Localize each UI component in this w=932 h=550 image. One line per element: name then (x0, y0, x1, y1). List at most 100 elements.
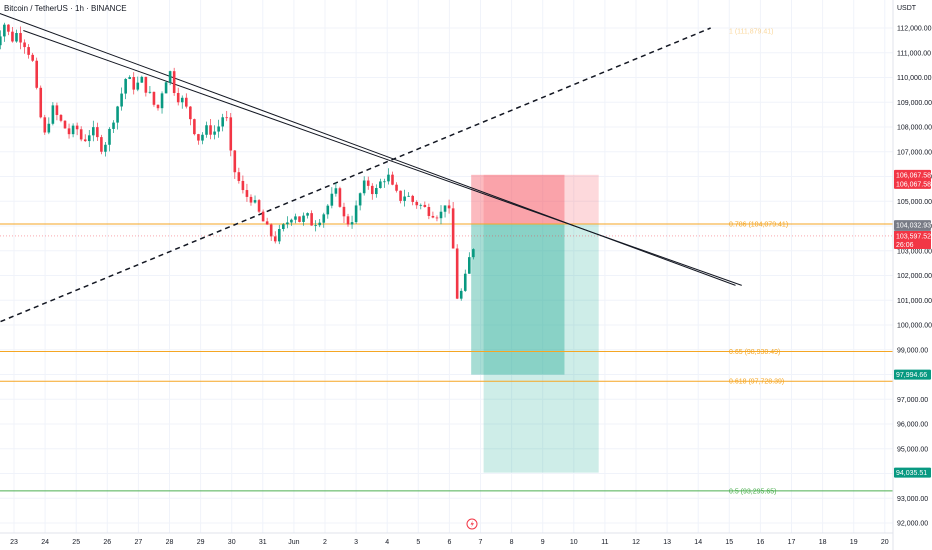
candle-up (443, 205, 447, 212)
candle-down (176, 92, 180, 103)
candle-down (237, 172, 241, 181)
y-tick-label: 103,000.00 (897, 248, 932, 255)
x-tick-label: 15 (725, 539, 733, 546)
candle-down (100, 137, 103, 152)
candle-up (205, 125, 208, 135)
x-tick-label: 26 (103, 539, 111, 546)
symbol-title: Bitcoin / TetherUS · 1h · BINANCE (4, 4, 127, 13)
events-icon[interactable] (466, 518, 478, 530)
stop-loss-zone (471, 174, 565, 225)
candle-down (132, 77, 136, 90)
y-tick-label: 112,000.00 (897, 26, 932, 33)
candle-down (184, 97, 188, 107)
candle-down (346, 216, 350, 225)
candle-down (366, 180, 370, 186)
candle-down (75, 125, 79, 130)
candle-up (383, 181, 386, 183)
candle-up (128, 77, 131, 79)
y-tick-label: 111,000.00 (897, 50, 931, 57)
candle-down (197, 134, 200, 141)
price-tag: 94,035.51 (894, 467, 931, 478)
fib-levels: 1 (111,879.41) 0.786 (104,079.41) 0.65 (98… (0, 28, 893, 495)
price-labels: 106,067.58106,067.58104,032.93104,020.21… (894, 169, 931, 478)
x-tick-label: 6 (447, 539, 451, 546)
candle-up (358, 193, 362, 206)
grid (0, 0, 893, 533)
candle-up (302, 215, 305, 222)
price-axis[interactable]: 92,000.0093,000.0094,000.0095,000.0096,0… (892, 0, 932, 550)
currency-label[interactable]: USDT (897, 5, 917, 12)
candle-down (447, 205, 451, 209)
price-tag-bg (894, 178, 931, 189)
x-tick-label: Jun (288, 539, 299, 546)
candle-down (59, 114, 63, 121)
candle-up (136, 82, 140, 90)
candle-down (451, 208, 455, 249)
x-tick-label: 28 (166, 539, 174, 546)
candle-down (96, 127, 99, 138)
candle-up (330, 193, 334, 206)
candle-up (387, 174, 390, 182)
candle-up (419, 204, 423, 206)
x-tick-label: 17 (788, 539, 796, 546)
candle-down (435, 217, 439, 219)
x-tick-label: 10 (570, 539, 578, 546)
candle-down (261, 211, 265, 222)
y-tick-label: 105,000.00 (897, 199, 932, 206)
candle-down (455, 248, 459, 299)
price-axis-bg (893, 0, 932, 550)
x-tick-label: 19 (850, 539, 858, 546)
candle-down (43, 117, 47, 133)
fib-level-label: 0.786 (104,079.41) (729, 222, 788, 229)
candle-down (19, 33, 22, 43)
candle-down (245, 190, 249, 197)
candle-down (144, 76, 148, 93)
candle-up (71, 125, 75, 135)
x-tick-label: 24 (41, 539, 49, 546)
y-tick-label: 97,000.00 (897, 397, 928, 404)
candle-up (104, 144, 107, 152)
candle-down (23, 42, 26, 48)
candles (0, 22, 475, 301)
candle-down (225, 117, 229, 119)
candle-down (427, 207, 431, 216)
price-tag-bg (894, 369, 931, 380)
candle-up (439, 211, 443, 219)
candle-down (249, 196, 253, 203)
price-tag: 106,067.58 (894, 169, 931, 180)
position-zones (471, 174, 599, 473)
x-tick-label: 2 (323, 539, 327, 546)
fib-level-label: 0.618 (97,728.39) (729, 379, 784, 386)
candle-up (124, 78, 127, 94)
time-axis[interactable]: 23 24 25 26 27 28 29 30 31 Jun 2 3 4 5 6 7 8 9 10 11 12 13 14 1… (0, 532, 893, 546)
x-tick-label: 16 (757, 539, 765, 546)
x-tick-label: 4 (385, 539, 389, 546)
candle-down (399, 190, 402, 201)
price-tag: 106,067.58 (894, 178, 931, 189)
x-tick-label: 25 (72, 539, 80, 546)
candle-up (108, 128, 111, 145)
y-tick-label: 110,000.00 (897, 75, 932, 82)
trendlines (0, 13, 742, 323)
candle-down (310, 213, 313, 226)
y-tick-label: 102,000.00 (897, 273, 932, 280)
candle-down (370, 185, 374, 195)
candle-up (87, 135, 91, 142)
candle-down (31, 54, 34, 61)
candle-up (15, 33, 18, 42)
candle-up (160, 93, 164, 109)
candle-up (362, 180, 366, 194)
candle-up (472, 249, 475, 258)
candle-down (411, 195, 415, 202)
y-tick-label: 96,000.00 (897, 422, 928, 429)
candle-up (407, 195, 410, 197)
candle-down (67, 128, 71, 135)
x-tick-label: 13 (663, 539, 671, 546)
x-tick-label: 20 (881, 539, 889, 546)
x-tick-label: 31 (259, 539, 267, 546)
candle-down (269, 224, 273, 237)
resistance-trendline (23, 30, 742, 286)
price-tag-bg (894, 230, 931, 249)
candle-up (314, 225, 317, 227)
